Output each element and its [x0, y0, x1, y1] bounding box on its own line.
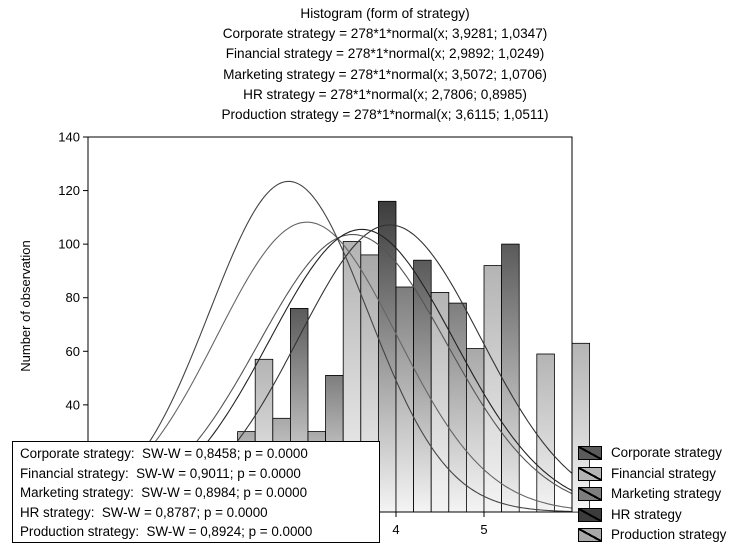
chart-title: Histogram (form of strategy) [300, 6, 470, 21]
histogram-bar [413, 259, 432, 513]
normality-test-box: Corporate strategy: SW-W = 0,8458; p = 0… [12, 441, 380, 543]
histogram-bar [483, 265, 503, 513]
legend-label-hr: HR strategy [611, 506, 682, 522]
x-tick-label: 4 [392, 522, 399, 537]
fit-curve [87, 221, 573, 509]
chart-subtitle-production: Production strategy = 278*1*normal(x; 3,… [221, 107, 549, 123]
y-tick-label: 100 [58, 237, 80, 252]
y-tick-label: 120 [58, 183, 80, 198]
y-tick-label: 80 [66, 290, 80, 305]
stats-line-hr: HR strategy: SW-W = 0,8787; p = 0.0000 [20, 504, 268, 520]
legend-swatch-hr [578, 507, 602, 522]
chart-subtitle-hr: HR strategy = 278*1*normal(x; 2,7806; 0,… [243, 86, 527, 102]
chart-legend: Corporate strategy Financial strategy Ma… [578, 444, 747, 547]
stats-line-marketing: Marketing strategy: SW-W = 0,8984; p = 0… [20, 485, 308, 501]
legend-label-production: Production strategy [611, 527, 727, 542]
y-tick-label: 60 [66, 344, 80, 359]
legend-label-marketing: Marketing strategy [611, 486, 722, 501]
legend-item-marketing: Marketing strategy [578, 485, 747, 506]
legend-swatch-corporate [578, 446, 602, 460]
histogram-bar [536, 353, 555, 513]
histogram-bar [501, 243, 520, 513]
legend-item-hr: HR strategy [578, 506, 747, 527]
histogram-bar [377, 200, 397, 513]
legend-item-corporate: Corporate strategy [578, 444, 747, 465]
fit-curve [87, 180, 573, 513]
y-tick-label: 140 [58, 130, 80, 145]
legend-label-corporate: Corporate strategy [611, 445, 722, 460]
chart-subtitle-corporate: Corporate strategy = 278*1*normal(x; 3,9… [222, 26, 548, 42]
stats-line-corporate: Corporate strategy: SW-W = 0,8458; p = 0… [20, 446, 308, 461]
chart-subtitle-marketing: Marketing strategy = 278*1*normal(x; 3,5… [223, 66, 547, 82]
legend-item-production: Production strategy [578, 526, 747, 547]
chart-title-block: Histogram (form of strategy) Corporate s… [150, 4, 620, 125]
legend-item-financial: Financial strategy [578, 465, 747, 486]
stats-line-financial: Financial strategy: SW-W = 0,9011; p = 0… [20, 465, 301, 481]
x-tick-label: 5 [480, 522, 487, 537]
legend-label-financial: Financial strategy [611, 465, 716, 481]
y-axis-title: Number of observation [18, 240, 33, 372]
legend-swatch-marketing [578, 487, 602, 501]
legend-swatch-production [578, 528, 602, 542]
chart-subtitle-financial: Financial strategy = 278*1*normal(x; 2,9… [225, 46, 545, 62]
legend-swatch-financial [578, 466, 602, 481]
stats-line-production: Production strategy: SW-W = 0,8924; p = … [20, 524, 313, 540]
y-tick-label: 40 [66, 397, 80, 412]
